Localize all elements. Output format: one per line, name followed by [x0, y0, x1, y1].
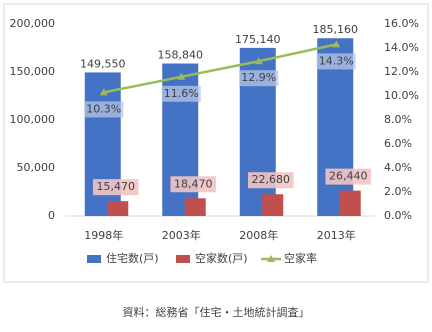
data-label: 14.3%	[319, 54, 354, 67]
data-label: 185,160	[313, 23, 359, 36]
legend-swatch	[267, 255, 275, 262]
legend-swatch	[87, 255, 101, 263]
y-tick-label: 50,000	[17, 161, 56, 174]
y-tick-label: 200,000	[10, 17, 56, 30]
data-label: 158,840	[158, 49, 204, 62]
data-label: 10.3%	[86, 102, 121, 115]
legend-label: 空家数(戸)	[195, 251, 248, 265]
y-tick-label: 100,000	[10, 113, 56, 126]
y2-tick-label: 0.0%	[384, 209, 412, 222]
x-tick-label: 2013年	[317, 228, 356, 242]
data-label: 22,680	[252, 173, 291, 186]
data-label: 12.9%	[241, 71, 276, 84]
y2-tick-label: 16.0%	[384, 17, 419, 30]
y-tick-label: 150,000	[10, 65, 56, 78]
source-note: 資料：総務省「住宅・土地統計調査」	[123, 305, 310, 319]
y-tick-label: 0	[48, 209, 55, 222]
line-marker	[254, 57, 263, 65]
y2-tick-label: 10.0%	[384, 89, 419, 102]
y2-tick-label: 4.0%	[384, 161, 412, 174]
y2-tick-label: 2.0%	[384, 185, 412, 198]
data-label: 15,470	[97, 180, 136, 193]
bar	[184, 198, 206, 216]
bar	[262, 194, 284, 216]
legend-swatch	[176, 255, 190, 263]
data-label: 26,440	[329, 170, 368, 183]
legend-label: 住宅数(戸)	[106, 251, 159, 265]
label-box	[247, 172, 294, 189]
x-tick-label: 2003年	[162, 228, 201, 242]
line-marker	[99, 88, 108, 96]
label-box	[92, 179, 139, 196]
x-tick-label: 1998年	[84, 228, 123, 242]
y2-tick-label: 14.0%	[384, 41, 419, 54]
label-box	[325, 168, 372, 185]
label-box	[161, 85, 201, 102]
legend-label: 空家率	[284, 251, 317, 265]
line-marker	[332, 40, 341, 48]
data-label: 11.6%	[164, 87, 199, 100]
chart-frame	[3, 3, 429, 283]
x-tick-label: 2008年	[239, 228, 278, 242]
label-box	[239, 70, 279, 87]
y2-tick-label: 12.0%	[384, 65, 419, 78]
label-box	[316, 53, 356, 70]
bar	[107, 201, 129, 216]
line	[103, 43, 337, 94]
line-marker	[177, 72, 186, 80]
data-label: 18,470	[174, 177, 213, 190]
data-label: 149,550	[80, 57, 126, 70]
data-label: 175,140	[235, 33, 281, 46]
y2-tick-label: 6.0%	[384, 137, 412, 150]
label-box	[170, 176, 217, 193]
y2-tick-label: 8.0%	[384, 113, 412, 126]
label-box	[84, 101, 124, 118]
bar	[339, 190, 361, 216]
